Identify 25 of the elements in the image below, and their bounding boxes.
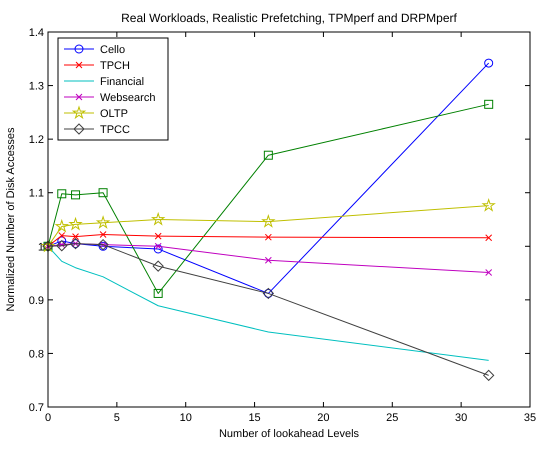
legend-label: TPCH [100,60,130,72]
y-tick-label: 0.9 [28,294,44,307]
legend-label: Financial [100,76,144,88]
y-axis-title: Normalized Number of Disk Accesses [5,127,17,312]
legend-label: TPCC [100,124,130,136]
y-tick-label: 1.2 [28,134,44,146]
x-tick-label: 15 [248,412,261,424]
x-tick-label: 35 [524,412,536,424]
chart-title: Real Workloads, Realistic Prefetching, TPMperf and DRPMperf [121,11,458,25]
legend-label: Cello [100,44,126,56]
x-axis-title: Number of lookahead Levels [218,428,360,440]
y-tick-label: 1 [38,241,44,254]
x-tick-label: 5 [114,412,120,424]
x-tick-label: 0 [44,412,52,424]
y-tick-label: 0.8 [28,348,44,360]
y-tick-label: 1.4 [28,27,44,39]
y-tick-label: 1.1 [28,188,44,200]
legend-label: OLTP [100,108,128,120]
x-tick-label: 30 [455,412,468,424]
y-tick-label: 1.3 [28,80,44,93]
y-tick-label: 0.7 [28,402,44,414]
x-tick-label: 20 [317,412,330,424]
legend-label: Websearch [100,92,156,104]
x-tick-label: 25 [386,412,398,424]
x-tick-label: 10 [180,412,192,424]
